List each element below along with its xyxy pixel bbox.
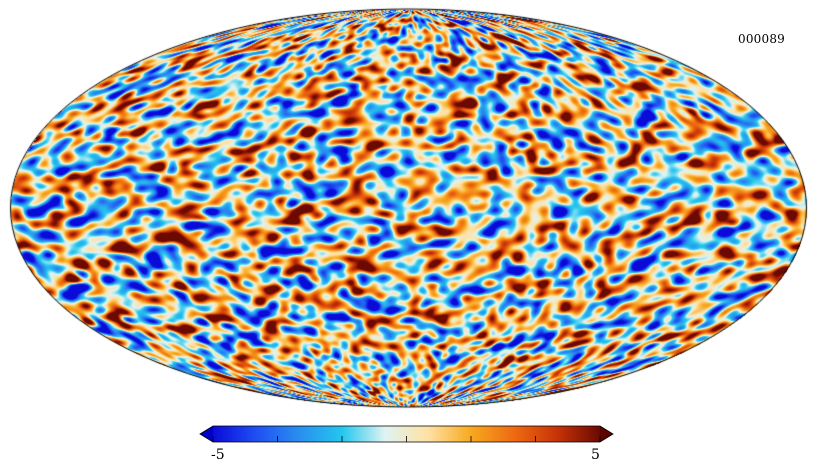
colorbar-under-arrow bbox=[200, 426, 213, 442]
colorbar-gradient bbox=[213, 426, 600, 442]
colorbar-ticks bbox=[212, 436, 601, 442]
colorbar-min-label: -5 bbox=[211, 447, 225, 463]
colorbar-over-arrow bbox=[600, 426, 613, 442]
map-label: 000089 bbox=[738, 32, 786, 46]
colorbar bbox=[199, 425, 614, 443]
colorbar-max-label: 5 bbox=[591, 447, 600, 463]
